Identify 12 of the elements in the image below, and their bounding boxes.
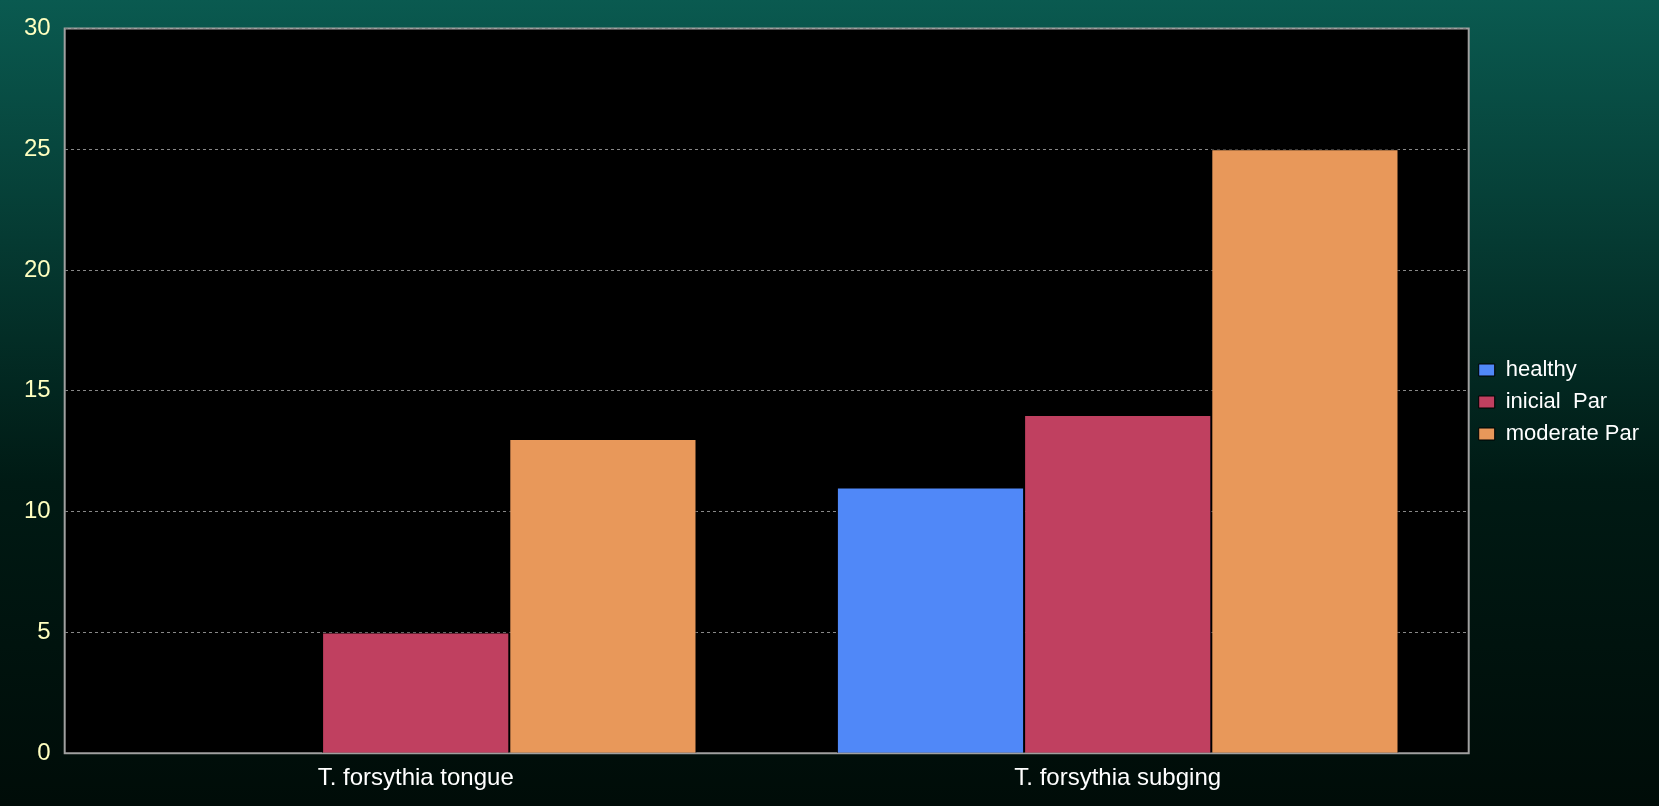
- x-tick-label: T. forsythia subging: [1014, 763, 1222, 791]
- legend-label: healthy: [1505, 356, 1577, 382]
- legend-label: inicial Par: [1505, 388, 1608, 414]
- y-tick-label: 25: [23, 133, 51, 161]
- y-tick-label: 10: [23, 496, 51, 524]
- legend-label: moderate Par: [1505, 420, 1640, 446]
- y-tick-label: 0: [37, 737, 51, 765]
- y-tick-label: 5: [37, 617, 51, 645]
- x-tick-label: T. forsythia tongue: [317, 763, 514, 791]
- y-tick-label: 20: [23, 254, 51, 282]
- y-tick-label: 30: [23, 13, 51, 41]
- y-tick-label: 15: [23, 375, 51, 403]
